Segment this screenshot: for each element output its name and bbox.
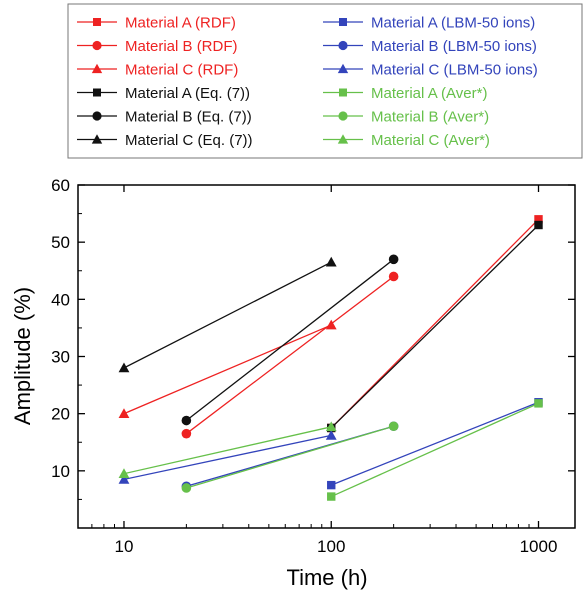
legend-swatch-marker — [339, 88, 347, 97]
y-tick-label: 20 — [51, 405, 70, 424]
legend-label: Material A (RDF) — [125, 15, 236, 32]
series-line — [330, 224, 539, 429]
data-point — [388, 421, 399, 432]
legend-label: Material A (Aver*) — [371, 85, 487, 102]
legend-label: Material B (LBM-50 ions) — [371, 38, 537, 55]
plot-frame — [77, 184, 576, 529]
legend-item: Material A (Eq. (7)) — [77, 85, 250, 102]
y-tick-label: 60 — [51, 176, 70, 195]
legend-swatch-marker — [338, 40, 348, 51]
legend-swatch-marker — [338, 111, 348, 121]
data-point — [118, 362, 130, 373]
series-material-a-lbm-50-ions — [327, 398, 543, 490]
legend-label: Material C (Eq. (7)) — [125, 132, 253, 149]
axis-ticks: 10 20 30 40 50 60 10 100 1000 — [51, 176, 575, 556]
series-line — [185, 258, 395, 422]
data-point — [325, 421, 337, 432]
legend-item: Material C (RDF) — [77, 62, 238, 79]
data-point — [534, 215, 543, 224]
series-material-a-aver — [327, 399, 543, 501]
x-axis-label: Time (h) — [286, 565, 367, 590]
x-tick-label: 1000 — [520, 537, 558, 556]
series-material-a-eq-7 — [327, 220, 543, 433]
series-line — [123, 261, 332, 369]
legend-label: Material C (LBM-50 ions) — [371, 62, 538, 79]
legend-label: Material A (Eq. (7)) — [125, 85, 250, 102]
legend-item: Material C (Aver*) — [323, 132, 490, 149]
legend-swatch-marker — [92, 111, 102, 121]
legend-label: Material C (Aver*) — [371, 132, 490, 149]
data-point — [325, 429, 337, 440]
data-point — [118, 468, 130, 479]
series-line — [330, 218, 539, 429]
legend-swatch-marker — [337, 63, 349, 74]
legend-item: Material A (LBM-50 ions) — [323, 15, 535, 32]
series-material-c-aver — [118, 421, 337, 479]
data-point — [181, 428, 192, 439]
legend-swatch-marker — [91, 63, 103, 74]
legend-item: Material C (Eq. (7)) — [77, 132, 253, 149]
data-point — [534, 220, 543, 230]
legend-label: Material A (LBM-50 ions) — [371, 15, 535, 32]
legend-item: Material A (Aver*) — [323, 85, 487, 102]
x-tick-label: 10 — [115, 537, 134, 556]
legend-label: Material B (RDF) — [125, 38, 238, 55]
series-material-b-rdf — [181, 271, 399, 439]
data-point — [181, 415, 192, 426]
legend-label: Material B (Eq. (7)) — [125, 109, 252, 126]
data-point — [388, 254, 399, 265]
y-tick-label: 30 — [51, 348, 70, 367]
legend-item: Material B (LBM-50 ions) — [323, 38, 537, 55]
legend-item: Material B (Aver*) — [323, 109, 489, 126]
y-tick-label: 50 — [51, 233, 70, 252]
series-line — [186, 425, 394, 489]
legend-item: Material C (LBM-50 ions) — [323, 62, 538, 79]
data-point — [181, 483, 192, 493]
legend-item: Material B (Eq. (7)) — [77, 109, 252, 126]
data-point — [534, 399, 543, 408]
data-point — [118, 474, 130, 484]
series-material-b-eq-7 — [181, 254, 399, 426]
data-point — [325, 256, 337, 267]
y-axis-label: Amplitude (%) — [10, 287, 35, 425]
series-line — [331, 401, 539, 486]
series-layer — [118, 215, 543, 501]
x-tick-label: 100 — [317, 537, 345, 556]
series-line — [123, 426, 332, 475]
legend-label: Material B (Aver*) — [371, 109, 489, 126]
series-line — [330, 402, 539, 498]
legend-swatch-marker — [93, 18, 101, 26]
data-point — [327, 492, 336, 501]
legend-swatch-marker — [339, 18, 347, 26]
data-point — [388, 271, 399, 282]
legend-item: Material B (RDF) — [77, 38, 238, 55]
data-point — [118, 408, 130, 418]
series-material-b-aver — [181, 421, 399, 493]
legend-swatch-marker — [93, 88, 101, 97]
legend-swatch-marker — [92, 40, 102, 51]
legend-swatch-marker — [91, 134, 103, 144]
legend: Material A (RDF) Material B (RDF) Material… — [67, 3, 583, 159]
series-material-c-eq-7 — [118, 256, 337, 373]
series-material-c-lbm-50-ions — [118, 429, 337, 484]
legend-swatch-marker — [337, 134, 349, 144]
data-point — [327, 480, 336, 490]
legend-item: Material A (RDF) — [77, 15, 236, 32]
series-line — [123, 324, 332, 415]
y-tick-label: 10 — [51, 462, 70, 481]
series-line — [185, 275, 395, 435]
data-point — [325, 319, 337, 330]
legend-label: Material C (RDF) — [125, 62, 238, 79]
series-material-c-rdf — [118, 319, 337, 418]
series-line — [123, 434, 332, 481]
y-tick-label: 40 — [51, 290, 70, 309]
legend-frame — [67, 3, 583, 159]
